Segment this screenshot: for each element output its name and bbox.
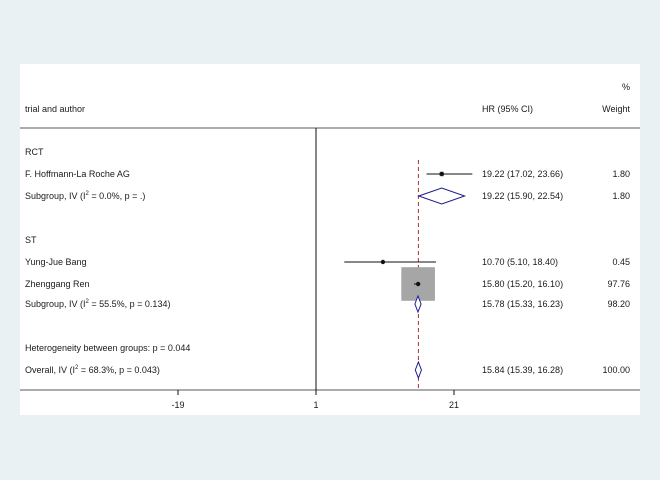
subgroup-rct-diamond <box>417 187 467 205</box>
study-ren-weight-text: 97.76 <box>607 279 630 289</box>
subgroup-st-weight-text: 98.20 <box>607 299 630 309</box>
study-bang-label: Yung-Jue Bang <box>25 257 87 267</box>
subgroup-st-ci-text: 15.78 (15.33, 16.23) <box>482 299 563 309</box>
subgroup-st-label: Subgroup, IV (I2 = 55.5%, p = 0.134) <box>25 299 170 309</box>
study-hoffmann-point <box>439 171 444 177</box>
effect-column-header: HR (95% CI) <box>482 104 533 114</box>
weight-column-header: Weight <box>602 104 630 114</box>
x-tick-label-1: 1 <box>313 400 318 410</box>
study-hoffmann-ci-text: 19.22 (17.02, 23.66) <box>482 169 563 179</box>
x-tick-label-0: -19 <box>171 400 184 410</box>
overall-label: Overall, IV (I2 = 68.3%, p = 0.043) <box>25 365 160 375</box>
study-hoffmann-label: F. Hoffmann-La Roche AG <box>25 169 130 179</box>
study-hoffmann-weight-text: 1.80 <box>612 169 630 179</box>
overall-ci-text: 15.84 (15.39, 16.28) <box>482 365 563 375</box>
group-label-st: ST <box>25 235 37 245</box>
heterogeneity-text: Heterogeneity between groups: p = 0.044 <box>25 343 190 353</box>
study-bang-point <box>380 259 386 265</box>
study-column-header: trial and author <box>25 104 85 114</box>
weight-percent-header: % <box>622 82 630 92</box>
overall-weight-text: 100.00 <box>602 365 630 375</box>
study-bang-ci-text: 10.70 (5.10, 18.40) <box>482 257 558 267</box>
study-ren-ci-text: 15.80 (15.20, 16.10) <box>482 279 563 289</box>
group-label-rct: RCT <box>25 147 44 157</box>
x-tick-label-2: 21 <box>449 400 459 410</box>
subgroup-rct-label: Subgroup, IV (I2 = 0.0%, p = .) <box>25 191 145 201</box>
subgroup-rct-weight-text: 1.80 <box>612 191 630 201</box>
study-ren-point <box>415 281 421 287</box>
subgroup-st-diamond <box>414 294 422 314</box>
overall-diamond <box>414 360 422 380</box>
axis-strip <box>20 390 640 415</box>
study-bang-weight-text: 0.45 <box>612 257 630 267</box>
plot-panel <box>20 64 640 390</box>
study-ren-label: Zhenggang Ren <box>25 279 90 289</box>
subgroup-rct-ci-text: 19.22 (15.90, 22.54) <box>482 191 563 201</box>
